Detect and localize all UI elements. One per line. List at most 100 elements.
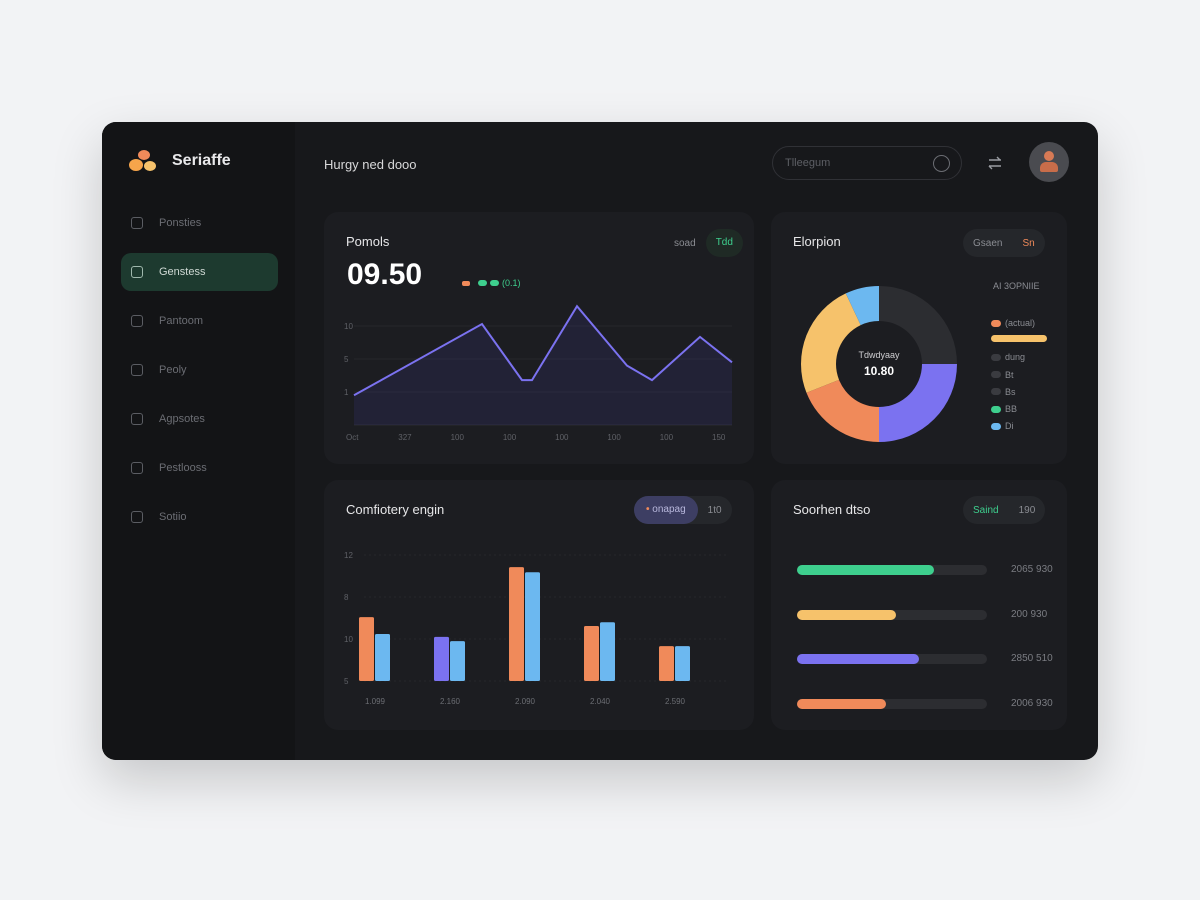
card-title: Soorhen dtso xyxy=(793,502,871,517)
legend-label: Di xyxy=(1005,421,1014,432)
x-tick-label: 100 xyxy=(607,433,621,442)
avatar[interactable] xyxy=(1029,142,1069,182)
sidebar-item[interactable]: Sotiio xyxy=(121,498,278,536)
x-tick-label: 327 xyxy=(398,433,412,442)
sidebar-item-label: Peoly xyxy=(159,364,187,376)
legend-item: (actual) xyxy=(991,318,1035,328)
x-tick-label: 100 xyxy=(660,433,674,442)
sidebar-item-label: Sotiio xyxy=(159,511,187,523)
x-tick-label: Oct xyxy=(346,433,359,442)
progress-label: 2065 930 xyxy=(1011,564,1053,575)
sidebar: Seriaffe Ponsties Genstess Pantoom Peoly Agp… xyxy=(102,122,295,760)
nav-icon xyxy=(131,217,143,229)
y-tick-label: 10 xyxy=(344,635,353,644)
metric-value: 09.50 xyxy=(347,258,423,291)
card-title: Elorpion xyxy=(793,234,841,249)
x-tick-label: 1.099 xyxy=(365,697,386,706)
legend-swatch xyxy=(991,353,1001,361)
legend-swatch xyxy=(991,371,1001,379)
donut-chart xyxy=(801,286,957,442)
y-tick-label: 1 xyxy=(344,388,349,397)
legend-item: Bs xyxy=(991,387,1016,397)
bar xyxy=(450,641,465,681)
progress-card: Soorhen dtso Saind 190 2065 930 200 930 285… xyxy=(771,480,1067,730)
donut-slice xyxy=(879,286,957,364)
nav-icon xyxy=(131,462,143,474)
card-title: Comfiotery engin xyxy=(346,502,445,517)
app-name: Seriaffe xyxy=(172,152,231,169)
line-chart: 1 5 10 Oct 327 100 100 100 100 100 150 xyxy=(344,304,733,442)
toggle-option-active[interactable]: Saind xyxy=(973,504,999,516)
toggle-option-active[interactable]: • onapag xyxy=(634,496,698,524)
y-tick-label: 5 xyxy=(344,677,349,686)
toggle-option[interactable]: soad xyxy=(674,237,696,249)
nav-icon xyxy=(131,413,143,425)
toggle-option-active[interactable]: Tdd xyxy=(705,229,743,257)
sidebar-item[interactable]: Pantoom xyxy=(121,302,278,340)
bar xyxy=(675,646,690,681)
donut-center-label: Tdwdyaay xyxy=(858,350,900,360)
toggle-option[interactable]: 1t0 xyxy=(707,504,722,516)
progress-fill xyxy=(797,609,896,620)
toggle-option-active[interactable]: Sn xyxy=(1022,237,1035,249)
progress-label: 2850 510 xyxy=(1011,653,1053,665)
sidebar-item-label: Genstess xyxy=(159,266,206,278)
logo-icon xyxy=(129,150,156,171)
page-title: Hurgy ned dooo xyxy=(324,157,417,172)
x-tick-label: 100 xyxy=(555,433,569,442)
search-icon[interactable] xyxy=(933,155,950,172)
legend-label: Bt xyxy=(1005,369,1014,380)
donut-chart-card: Elorpion Gsaen Sn Tdwdyaay 10.80 AI 3OPNI… xyxy=(771,212,1067,464)
legend-swatch xyxy=(991,388,1001,396)
sidebar-item-label: Ponsties xyxy=(159,217,202,229)
legend-item: dung xyxy=(991,352,1025,362)
bar xyxy=(375,633,390,681)
legend-label: Bs xyxy=(1005,386,1016,397)
donut-slice xyxy=(845,286,879,326)
sidebar-item-label: Pantoom xyxy=(159,315,204,327)
toggle-option[interactable]: Gsaen xyxy=(973,237,1003,249)
legend-swatch xyxy=(991,405,1001,413)
x-tick-label: 100 xyxy=(451,433,465,442)
x-tick-label: 150 xyxy=(712,433,726,442)
progress-label: 2006 930 xyxy=(1011,698,1053,710)
x-tick-label: 2.040 xyxy=(590,697,611,706)
bar xyxy=(659,646,674,681)
delta-text: (0.1) xyxy=(502,278,521,288)
nav-icon xyxy=(131,315,143,327)
progress-fill xyxy=(797,699,887,710)
progress-track xyxy=(797,699,987,710)
x-tick-label: 2.160 xyxy=(440,697,461,706)
app-window: Seriaffe Ponsties Genstess Pantoom Peoly Agp… xyxy=(102,122,1098,760)
legend-item: Di xyxy=(991,421,1014,431)
legend-item: Bt xyxy=(991,370,1014,380)
sidebar-item-label: Agpsotes xyxy=(159,413,205,425)
area-fill xyxy=(354,306,732,425)
sidebar-item[interactable]: Genstess xyxy=(121,253,278,291)
legend-label: dung xyxy=(1005,352,1026,363)
sidebar-item-label: Pestlooss xyxy=(159,462,207,474)
x-tick-label: 100 xyxy=(503,433,517,442)
bar xyxy=(434,636,449,681)
filter-icon[interactable] xyxy=(987,155,1003,171)
sidebar-item[interactable]: Peoly xyxy=(121,351,278,389)
search-placeholder: Tlleegum xyxy=(785,157,831,169)
sidebar-item[interactable]: Agpsotes xyxy=(121,400,278,438)
y-tick-label: 12 xyxy=(344,551,353,560)
donut-slice xyxy=(801,293,861,393)
donut-slice xyxy=(806,379,879,442)
donut-center-value: 10.80 xyxy=(863,364,895,378)
x-tick-label: 2.090 xyxy=(515,697,536,706)
sidebar-item[interactable]: Ponsties xyxy=(121,204,278,242)
search-input[interactable]: Tlleegum xyxy=(772,146,962,180)
nav-icon xyxy=(131,364,143,376)
donut-slice xyxy=(879,364,957,442)
toggle-option[interactable]: 190 xyxy=(1018,504,1036,516)
y-tick-label: 10 xyxy=(344,322,353,331)
bar-chart-card: Comfiotery engin • onapag 1t0 5 10 8 12 1.099… xyxy=(324,480,754,730)
y-tick-label: 8 xyxy=(344,593,349,602)
sidebar-item[interactable]: Pestlooss xyxy=(121,449,278,487)
card-title: Pomols xyxy=(346,234,390,249)
nav-icon xyxy=(131,266,143,278)
legend-label: (actual) xyxy=(1005,318,1036,328)
